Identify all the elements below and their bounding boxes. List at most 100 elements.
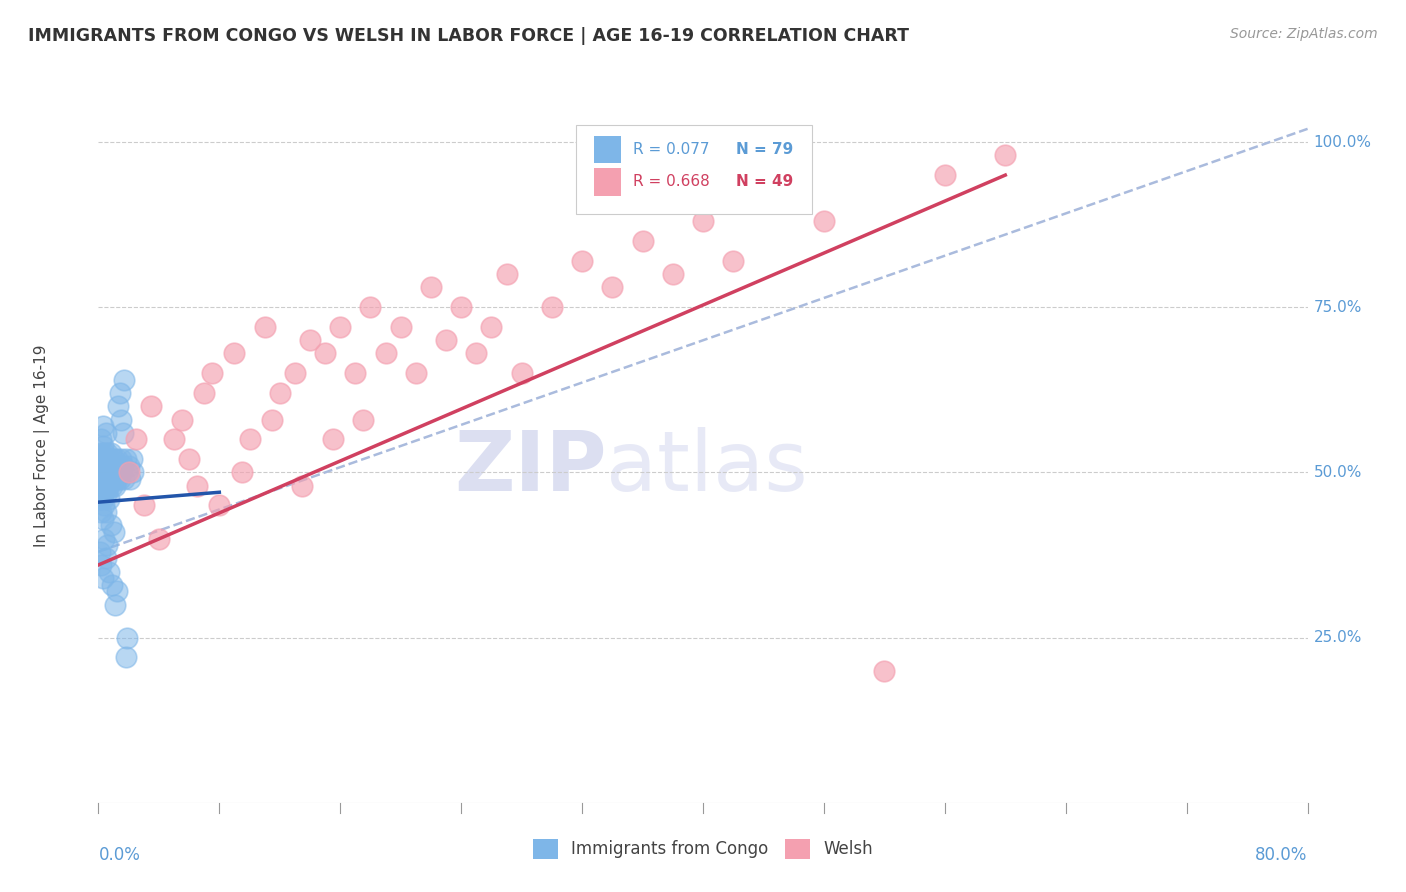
Point [179,452,201,467]
Point [631,234,654,248]
Point [299,333,322,347]
Point [269,386,291,401]
Point [90,445,112,459]
Point [93,458,115,473]
Point [231,466,253,480]
Point [602,280,624,294]
Point [314,346,336,360]
Point [125,433,148,447]
Point [170,412,193,426]
Point [284,367,307,381]
Point [110,412,132,426]
Point [873,664,896,678]
Point [98,466,121,480]
Point [768,188,790,202]
Point [91,478,114,492]
Point [344,367,367,381]
Text: R = 0.077: R = 0.077 [633,143,710,157]
Point [115,466,138,480]
Point [91,491,114,506]
Point [389,320,412,334]
Point [360,300,382,314]
Point [89,466,111,480]
FancyBboxPatch shape [576,125,811,214]
Point [90,433,112,447]
Point [103,452,125,467]
Point [96,458,118,473]
Point [329,320,352,334]
Point [91,571,114,585]
Point [115,631,138,645]
Text: IMMIGRANTS FROM CONGO VS WELSH IN LABOR FORCE | AGE 16-19 CORRELATION CHART: IMMIGRANTS FROM CONGO VS WELSH IN LABOR … [28,27,910,45]
Point [262,412,284,426]
Point [93,472,115,486]
Point [94,452,117,467]
Point [107,400,129,414]
Point [100,472,122,486]
Point [112,472,135,486]
Point [101,578,124,592]
Point [90,558,112,572]
Point [91,452,114,467]
Point [100,518,122,533]
Point [100,458,122,473]
Point [91,466,114,480]
Point [104,598,127,612]
Point [434,333,457,347]
Point [148,532,170,546]
Point [813,214,835,228]
Point [111,458,134,473]
Point [661,267,683,281]
Point [118,458,141,473]
Point [100,445,122,459]
Point [96,472,118,486]
Point [495,267,517,281]
Point [94,466,117,480]
Point [692,214,714,228]
Point [934,168,956,182]
Point [450,300,472,314]
Point [994,148,1017,162]
Text: N = 79: N = 79 [735,143,793,157]
Point [104,478,127,492]
Point [98,491,121,506]
Point [93,532,115,546]
Point [114,452,136,467]
Point [120,472,142,486]
Point [108,386,131,401]
Point [103,524,125,539]
Text: 80.0%: 80.0% [1256,846,1308,863]
Point [93,445,115,459]
Text: N = 49: N = 49 [735,175,793,189]
Point [420,280,443,294]
Point [101,466,124,480]
Point [571,254,593,268]
Point [103,458,125,473]
Point [118,466,141,480]
Point [110,466,132,480]
Point [89,545,111,559]
Text: ZIP: ZIP [454,427,606,508]
Point [89,491,111,506]
Point [96,485,118,500]
Bar [595,169,621,195]
Point [132,499,155,513]
Point [465,346,488,360]
Point [112,373,135,387]
Point [208,499,231,513]
Point [163,433,186,447]
Point [96,445,118,459]
Point [98,452,121,467]
Point [104,466,127,480]
Point [105,472,128,486]
Point [291,478,314,492]
Point [352,412,374,426]
Legend: Immigrants from Congo, Welsh: Immigrants from Congo, Welsh [526,832,880,866]
Point [111,425,134,440]
Point [374,346,396,360]
Point [98,478,121,492]
Point [481,320,503,334]
Point [239,433,262,447]
Point [186,478,208,492]
Point [193,386,215,401]
